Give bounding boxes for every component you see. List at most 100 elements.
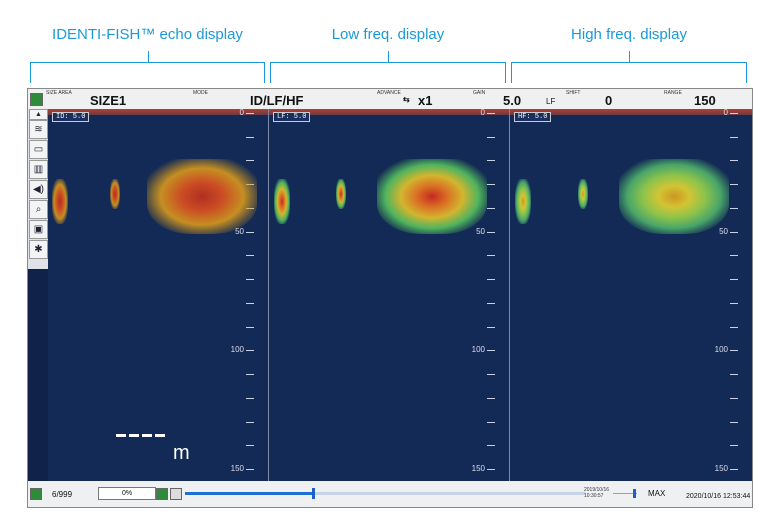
depth-label: 50 [235,226,244,236]
fish-echo [52,179,69,224]
depth-label: 50 [476,226,485,236]
depth-tick [246,113,254,114]
callout-bracket [270,51,506,83]
depth-tick [730,350,738,352]
depth-tick [730,231,738,233]
gain-value[interactable]: 5.0 [503,93,522,108]
shift-label: SHIFT [566,90,581,96]
menu-icon[interactable] [30,488,42,500]
callout-bracket [30,51,265,83]
depth-tick [246,255,254,257]
depth-tick [246,397,254,399]
distance-scale [116,434,168,452]
playback-date: 2019/10/16 [584,487,610,493]
advance-arrows-icon: ⇆ [403,95,410,104]
depth-label: 0 [239,109,244,117]
depth-label: 150 [471,464,485,473]
shift-value[interactable]: 0 [605,93,613,108]
panel-tag: ID: 5.0 [52,112,90,122]
fish-echo [618,159,729,234]
scale-unit: m [173,442,190,464]
callout-low-freq: Low freq. display [270,0,506,86]
playback-timestamp: 2019/10/16 10:30:57 [584,487,609,499]
fish-echo [109,179,120,209]
range-value[interactable]: 150 [694,93,716,108]
depth-tick [246,231,254,233]
depth-tick [246,350,254,352]
fish-icon[interactable]: ≋ [29,120,48,139]
playback-time: 10:30:57 [584,493,604,499]
size-area-label: SIZE AREA [46,90,72,96]
gain-freq: LF [546,97,556,106]
depth-tick [730,302,738,304]
depth-tick [246,469,254,470]
low-freq-panel[interactable]: LF: 5.0 0 50 100 150 [269,109,509,481]
callout-bracket [511,51,747,83]
status-bar-top: SIZE AREA SIZE1 MODE ID/LF/HF ADVANCE ⇆ … [28,89,752,109]
advance-label: ADVANCE [377,90,401,96]
percent-box: 0% [98,487,156,500]
progress-handle[interactable] [312,488,315,499]
left-toolbar: ▲ ≋ ▭ ▥ ◀) ⌕ ▣ ✱ [28,109,48,269]
mode-label: MODE [193,90,208,96]
fish-echo [273,179,290,224]
depth-tick [246,160,254,162]
playback-icon[interactable] [156,488,168,500]
depth-tick [487,374,495,376]
record-count: 6/999 [52,490,73,499]
depth-tick [487,421,495,423]
depth-tick [730,397,738,399]
depth-tick [730,469,738,470]
depth-tick [730,113,738,114]
depth-tick [730,421,738,423]
depth-tick [246,445,254,447]
save-icon[interactable]: ▣ [29,220,48,239]
max-label: MAX [648,489,666,498]
depth-label: 50 [719,226,728,236]
depth-tick [730,255,738,257]
status-bar-bottom: 6/999 0% 2019/10/16 10:30:57 MAX 2020/10… [28,481,752,507]
fish-echo [577,179,588,209]
high-freq-panel[interactable]: HF: 5.0 0 50 100 150 [510,109,752,481]
depth-tick [487,255,495,257]
menu-icon[interactable] [30,93,43,106]
surface-band [48,109,268,115]
advance-value[interactable]: x1 [418,93,433,108]
identi-fish-panel[interactable]: ID: 5.0 0 50 100 150 [48,109,268,481]
fish-echo [147,159,257,234]
tools-icon[interactable]: ✱ [29,240,48,259]
panel-tag: HF: 5.0 [514,112,552,122]
surface-band [510,109,752,115]
fish-echo [377,159,487,234]
depth-tick [730,184,738,186]
depth-tick [730,326,738,328]
window-icon[interactable]: ▭ [29,140,48,159]
percent-value: 0% [121,490,133,497]
depth-tick [487,136,495,138]
size-area-value[interactable]: SIZE1 [90,93,127,108]
speaker-icon[interactable]: ◀) [29,180,48,199]
depth-tick [246,374,254,376]
fish-search-icon[interactable]: ⌕ [29,200,48,219]
camera-icon[interactable] [170,488,182,500]
depth-tick [487,207,495,209]
depth-label: 150 [230,464,244,473]
panel-tag: LF: 5.0 [273,112,311,122]
depth-tick [487,113,495,114]
callout-high-freq: High freq. display [511,0,747,86]
depth-tick [487,397,495,399]
depth-tick [246,326,254,328]
max-slider[interactable] [613,489,637,498]
depth-tick [487,279,495,281]
playback-progress[interactable] [185,488,585,499]
depth-tick [246,279,254,281]
range-label: RANGE [664,90,682,96]
progress-fill [185,492,313,495]
depth-tick [246,421,254,423]
mode-value[interactable]: ID/LF/HF [250,93,304,108]
depth-tick [487,184,495,186]
bars-chart-icon[interactable]: ▥ [29,160,48,179]
callout-identi-title: IDENTI-FISH™ echo display [52,26,243,43]
fish-echo [336,179,347,209]
arrow-up-icon[interactable]: ▲ [29,109,48,120]
